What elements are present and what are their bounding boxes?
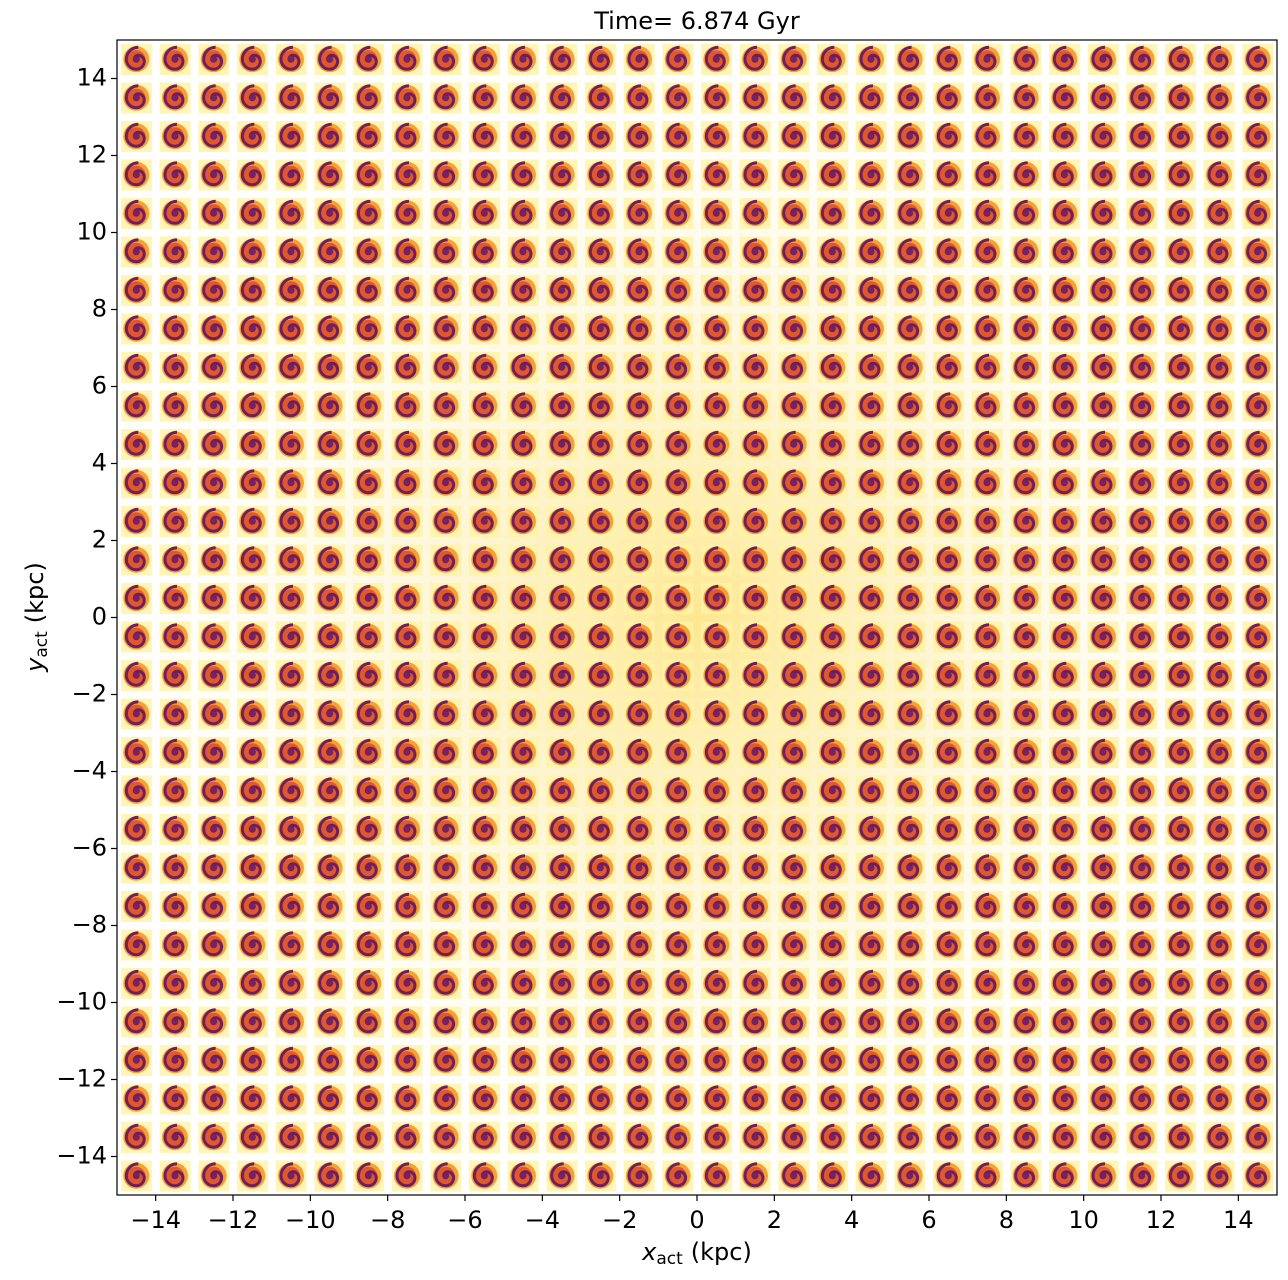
x-label-subscript: act xyxy=(656,1249,683,1269)
y-tick-label: 6 xyxy=(92,372,107,400)
y-tick-label: 14 xyxy=(76,64,107,92)
y-tick-label: −6 xyxy=(72,834,107,862)
y-tick-label: −12 xyxy=(56,1065,107,1093)
x-tick-label: −12 xyxy=(208,1206,259,1234)
image xyxy=(117,40,1277,1195)
y-tick-label: −8 xyxy=(72,911,107,939)
x-tick-label: 2 xyxy=(767,1206,782,1234)
y-tick-label: 12 xyxy=(76,141,107,169)
x-tick-label: 4 xyxy=(844,1206,859,1234)
y-tick-label: −14 xyxy=(56,1142,107,1170)
y-tick-label: 0 xyxy=(92,603,107,631)
y-label-subscript: act xyxy=(32,631,52,658)
x-label-unit: (kpc) xyxy=(691,1238,752,1266)
x-axis-label: xact (kpc) xyxy=(641,1238,752,1269)
y-tick-label: −4 xyxy=(72,757,107,785)
x-tick-label: 0 xyxy=(689,1206,704,1234)
y-tick-label: −10 xyxy=(56,988,107,1016)
y-tick-label: 4 xyxy=(92,449,107,477)
x-tick-label: 10 xyxy=(1068,1206,1099,1234)
y-axis-label: yact (kpc) xyxy=(21,562,52,673)
x-tick-label: −2 xyxy=(602,1206,637,1234)
x-tick-label: −6 xyxy=(447,1206,482,1234)
x-tick-label: 8 xyxy=(999,1206,1014,1234)
x-tick-label: −10 xyxy=(285,1206,336,1234)
x-tick-label: −8 xyxy=(370,1206,405,1234)
y-tick-label: 2 xyxy=(92,526,107,554)
x-tick-label: −14 xyxy=(130,1206,181,1234)
y-tick-label: 8 xyxy=(92,295,107,323)
y-label-unit: (kpc) xyxy=(21,562,49,623)
y-tick-label: −2 xyxy=(72,680,107,708)
x-tick-label: 6 xyxy=(921,1206,936,1234)
x-tick-label: −4 xyxy=(525,1206,560,1234)
y-label-symbol: y xyxy=(21,657,49,673)
y-tick-label: 10 xyxy=(76,218,107,246)
x-tick-label: 12 xyxy=(1146,1206,1177,1234)
chart-title: Time= 6.874 Gyr xyxy=(593,7,800,35)
x-tick-label: 14 xyxy=(1223,1206,1254,1234)
x-label-symbol: x xyxy=(641,1238,657,1266)
